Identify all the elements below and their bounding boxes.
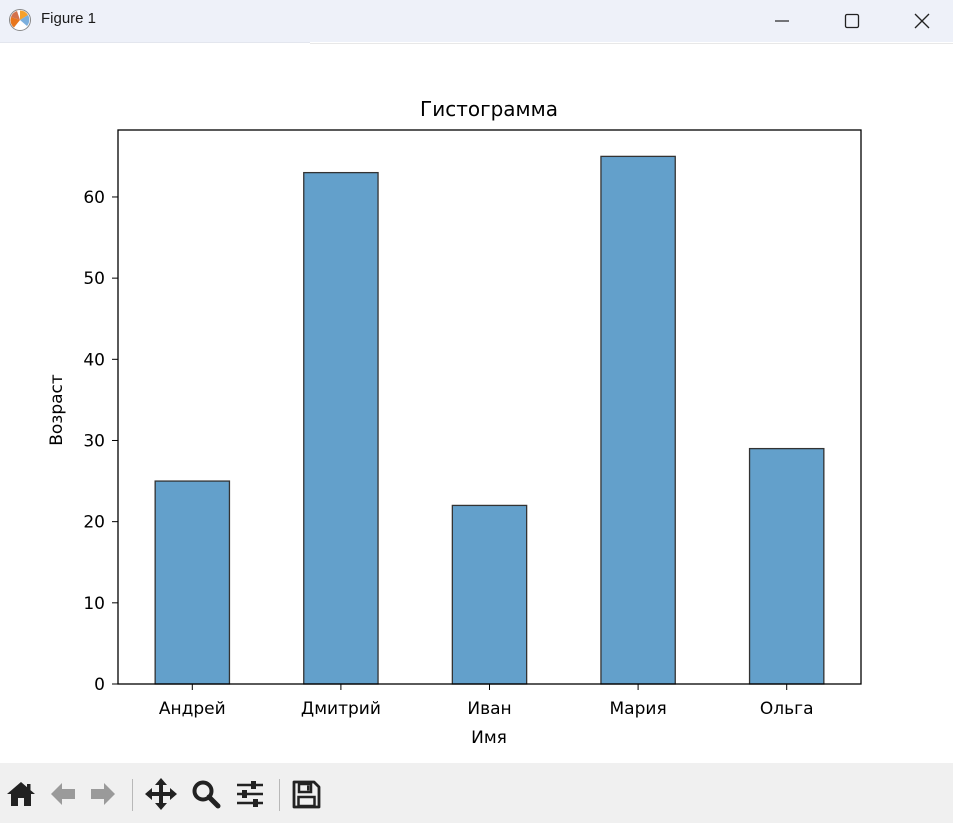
close-icon: [914, 13, 930, 29]
window-titlebar: Figure 1: [0, 0, 953, 44]
bar-Дмитрий: [303, 171, 379, 685]
x-tick-label: Ольга: [760, 699, 814, 719]
figure-canvas[interactable]: Гистограмма 0 10 20 30 40 50 60 Андрей Дмитрий И…: [0, 44, 953, 763]
configure-subplots-icon: [237, 781, 263, 807]
minimize-button[interactable]: [747, 0, 817, 42]
home-icon: [7, 782, 35, 806]
bar-chart: Гистограмма 0 10 20 30 40 50 60 Андрей Дмитрий И…: [47, 97, 862, 748]
pan-icon: [145, 778, 177, 810]
maximize-button[interactable]: [817, 0, 887, 42]
y-axis-label: Возраст: [47, 374, 67, 446]
navigation-toolbar: [0, 763, 953, 823]
toolbar-separator: [279, 779, 280, 811]
forward-button[interactable]: [86, 777, 120, 811]
y-tick-label: 30: [83, 431, 105, 451]
zoom-button[interactable]: [189, 777, 223, 811]
save-icon: [292, 780, 321, 809]
configure-subplots-button[interactable]: [233, 777, 267, 811]
x-tick-label: Дмитрий: [301, 699, 381, 719]
close-button[interactable]: [887, 0, 953, 42]
chart-title: Гистограмма: [420, 97, 558, 121]
matplotlib-logo-icon: [9, 9, 31, 31]
home-button[interactable]: [4, 777, 38, 811]
save-button[interactable]: [289, 777, 323, 811]
bar-Ольга: [748, 447, 825, 685]
toolbar-separator: [132, 779, 133, 811]
back-arrow-icon: [51, 783, 75, 805]
y-tick-label: 50: [83, 269, 105, 289]
bar-Андрей: [154, 480, 231, 685]
titlebar-divider: [0, 42, 310, 43]
bar-Иван: [451, 504, 528, 685]
y-tick-label: 10: [83, 594, 105, 614]
pan-button[interactable]: [144, 777, 178, 811]
forward-arrow-icon: [91, 783, 115, 805]
minimize-icon: [775, 20, 789, 22]
y-tick-label: 0: [94, 675, 105, 695]
maximize-icon: [844, 13, 860, 29]
window-title: Figure 1: [41, 10, 97, 27]
zoom-icon: [192, 780, 221, 809]
titlebar-divider: [310, 43, 953, 44]
back-button[interactable]: [46, 777, 80, 811]
y-tick-label: 60: [83, 188, 105, 208]
y-tick-label: 40: [83, 350, 105, 370]
x-axis-label: Имя: [471, 728, 507, 748]
y-tick-label: 20: [83, 513, 105, 533]
x-tick-label: Мария: [610, 699, 667, 719]
x-tick-label: Андрей: [159, 699, 226, 719]
bar-Мария: [600, 155, 676, 685]
x-tick-label: Иван: [467, 699, 511, 719]
